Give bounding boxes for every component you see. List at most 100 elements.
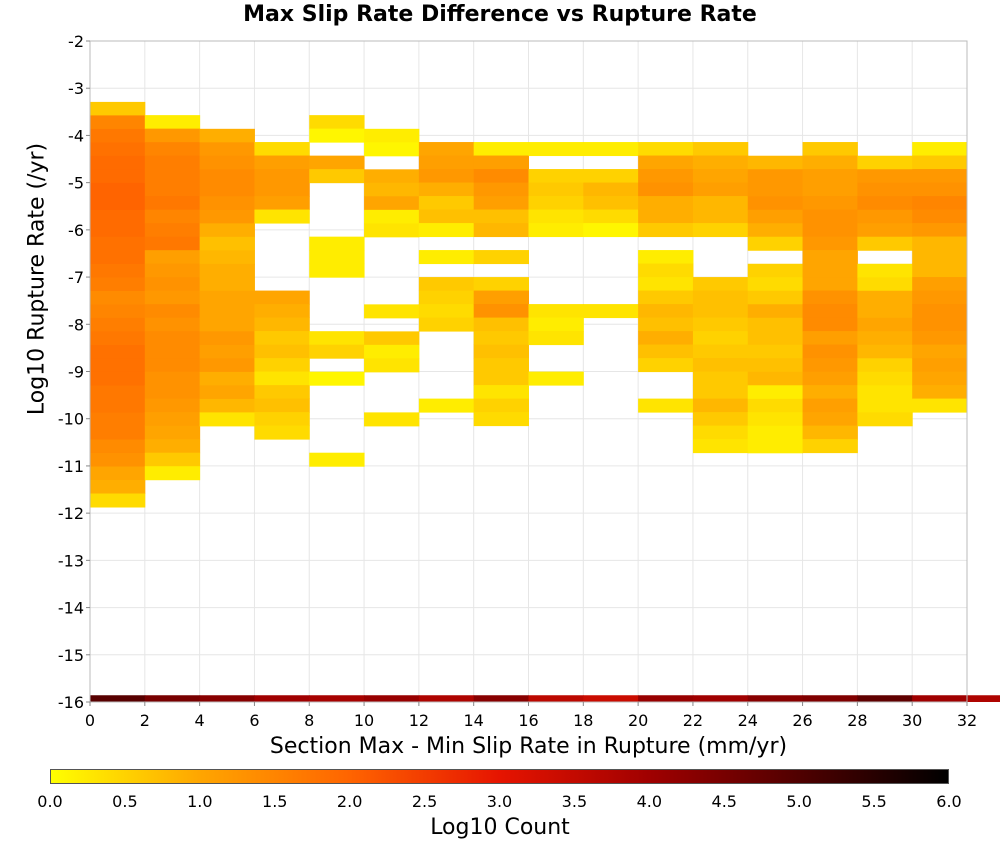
heatmap-cell (857, 344, 913, 359)
y-tick-label: -9 (68, 363, 84, 382)
heatmap-cell (364, 304, 420, 319)
colorbar (50, 769, 949, 784)
heatmap-cell-bottom-row (747, 695, 804, 702)
heatmap-cell (309, 155, 365, 170)
heatmap-cell (473, 358, 529, 373)
heatmap-cell (199, 196, 255, 211)
heatmap-cell (90, 412, 146, 427)
heatmap-cell (90, 398, 146, 413)
heatmap-cell (638, 250, 694, 265)
heatmap-cell (90, 236, 146, 251)
heatmap-cell (90, 344, 146, 359)
heatmap-cell (692, 385, 749, 400)
heatmap-cell-bottom-row (583, 695, 639, 702)
heatmap-cell (144, 182, 201, 197)
heatmap-cell (802, 142, 858, 157)
heatmap-cell (144, 385, 201, 400)
heatmap-cell (692, 209, 749, 224)
heatmap-cell (418, 142, 475, 157)
heatmap-cell (90, 223, 146, 238)
heatmap-cell (144, 371, 201, 386)
x-tick-label: 10 (354, 711, 374, 730)
heatmap-cell (199, 371, 255, 386)
heatmap-cell (912, 344, 968, 359)
heatmap-cell (90, 304, 146, 319)
colorbar-tick-label: 1.0 (187, 792, 213, 811)
heatmap-cell (418, 182, 475, 197)
heatmap-cell (144, 317, 201, 332)
heatmap-cell (528, 182, 584, 197)
heatmap-cell (144, 196, 201, 211)
heatmap-cell (199, 304, 255, 319)
chart-title: Max Slip Rate Difference vs Rupture Rate (243, 2, 757, 27)
y-tick-label: -7 (68, 268, 84, 287)
heatmap-cell (802, 398, 858, 413)
heatmap-cell (802, 344, 858, 359)
heatmap-cell (199, 142, 255, 157)
heatmap-cell (309, 371, 365, 386)
heatmap-cell (199, 209, 255, 224)
heatmap-cell (199, 331, 255, 346)
heatmap-cell (857, 358, 913, 373)
heatmap-cell (528, 209, 584, 224)
heatmap-cell (747, 236, 804, 251)
heatmap-cell (418, 169, 475, 184)
y-tick-label: -8 (68, 315, 84, 334)
heatmap-cell (692, 155, 749, 170)
colorbar-tick-label: 2.0 (336, 792, 363, 811)
heatmap-cell (90, 209, 146, 224)
heatmap-cell (90, 182, 146, 197)
heatmap-cell (692, 142, 749, 157)
heatmap-cell (144, 169, 201, 184)
heatmap-cell (528, 371, 584, 386)
heatmap-cell (473, 196, 529, 211)
heatmap-cell (912, 358, 968, 373)
heatmap-cell (473, 331, 529, 346)
heatmap-cell (747, 371, 804, 386)
heatmap-cell (473, 209, 529, 224)
y-tick-label: -13 (58, 551, 84, 570)
heatmap-cell (90, 101, 146, 116)
heatmap-cell-bottom-row (692, 695, 749, 702)
heatmap-cell (90, 385, 146, 400)
heatmap-cell (802, 250, 858, 265)
heatmap-cell (747, 317, 804, 332)
heatmap-cell (583, 142, 639, 157)
heatmap-cell (857, 385, 913, 400)
heatmap-cell (857, 317, 913, 332)
heatmap-cell (638, 169, 694, 184)
heatmap-cell (254, 304, 310, 319)
colorbar-tick-label: 3.0 (486, 792, 513, 811)
heatmap-cell (473, 385, 529, 400)
heatmap-cell (802, 155, 858, 170)
heatmap-cell (692, 331, 749, 346)
heatmap-cell (692, 344, 749, 359)
heatmap-cell (90, 250, 146, 265)
colorbar-tick-label: 0.5 (112, 792, 138, 811)
heatmap-cell (144, 425, 201, 440)
heatmap-cell (254, 196, 310, 211)
heatmap-cell (144, 398, 201, 413)
x-tick-label: 22 (683, 711, 703, 730)
heatmap-cell (747, 344, 804, 359)
heatmap-cell (802, 385, 858, 400)
heatmap-cell (418, 250, 475, 265)
heatmap-cell (309, 344, 365, 359)
heatmap-cell (254, 371, 310, 386)
heatmap-cell (473, 304, 529, 319)
heatmap-cell (90, 115, 146, 130)
heatmap-cell (254, 344, 310, 359)
heatmap-cell-bottom-row (364, 695, 420, 702)
heatmap-cell (912, 263, 968, 278)
heatmap-cell (528, 169, 584, 184)
heatmap-cell (857, 182, 913, 197)
heatmap-cell (857, 304, 913, 319)
heatmap-cell-bottom-row (473, 695, 529, 702)
heatmap-cell (747, 385, 804, 400)
heatmap-cell (638, 182, 694, 197)
heatmap-cell (747, 425, 804, 440)
heatmap-cell (747, 263, 804, 278)
heatmap-cell (747, 304, 804, 319)
heatmap-cell (418, 317, 475, 332)
heatmap-cell (802, 209, 858, 224)
